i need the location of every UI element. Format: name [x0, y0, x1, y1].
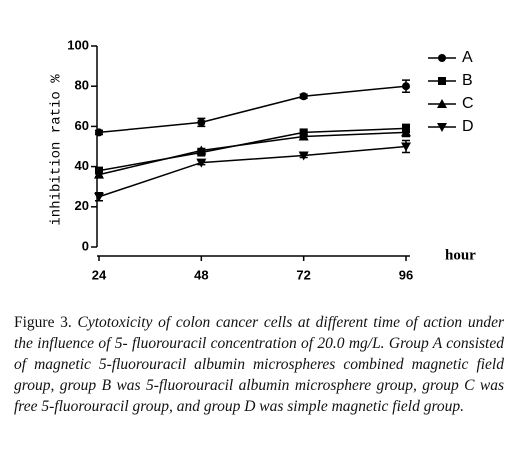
chart: hour inhibition ratio % 0 20 40 60 80 100 24 48… [49, 37, 476, 282]
point [94, 192, 104, 202]
y-tick-label: 60 [75, 118, 89, 133]
caption: Figure 3. Cytotoxicity of colon cancer c… [14, 312, 504, 417]
y-tick-label: 20 [75, 198, 89, 213]
legend-marker [437, 123, 447, 132]
point [94, 169, 104, 179]
legend-marker [438, 54, 446, 62]
caption-text: Cytotoxicity of colon cancer cells at di… [14, 314, 505, 415]
x-tick-label: 96 [399, 267, 413, 282]
series-line [98, 127, 407, 172]
y-axis-label: inhibition ratio % [49, 74, 65, 226]
caption-label: Figure 3. [14, 314, 72, 331]
point [298, 151, 309, 161]
point [196, 145, 207, 155]
legend-marker [438, 77, 446, 85]
y-tick-label: 100 [67, 37, 89, 52]
point [401, 127, 411, 137]
legend-marker [437, 99, 447, 108]
y-tick-label: 0 [82, 238, 89, 253]
x-tick-label: 48 [194, 267, 208, 282]
series-line [98, 131, 407, 176]
point [196, 158, 207, 168]
legend-label: C [462, 95, 474, 112]
legend-label: A [462, 49, 473, 66]
point [197, 118, 206, 127]
point [298, 131, 309, 141]
point [299, 92, 308, 101]
series-line [98, 85, 407, 134]
point [401, 142, 411, 152]
legend-label: D [462, 118, 474, 135]
x-tick-label: 72 [296, 267, 310, 282]
legend-label: B [462, 72, 473, 89]
y-tick-label: 80 [75, 78, 89, 93]
series-line [98, 145, 407, 198]
y-tick-label: 40 [75, 158, 89, 173]
x-tick-label: 24 [92, 267, 107, 282]
point [402, 82, 410, 91]
point [95, 128, 103, 137]
x-axis-label: hour [445, 247, 476, 263]
